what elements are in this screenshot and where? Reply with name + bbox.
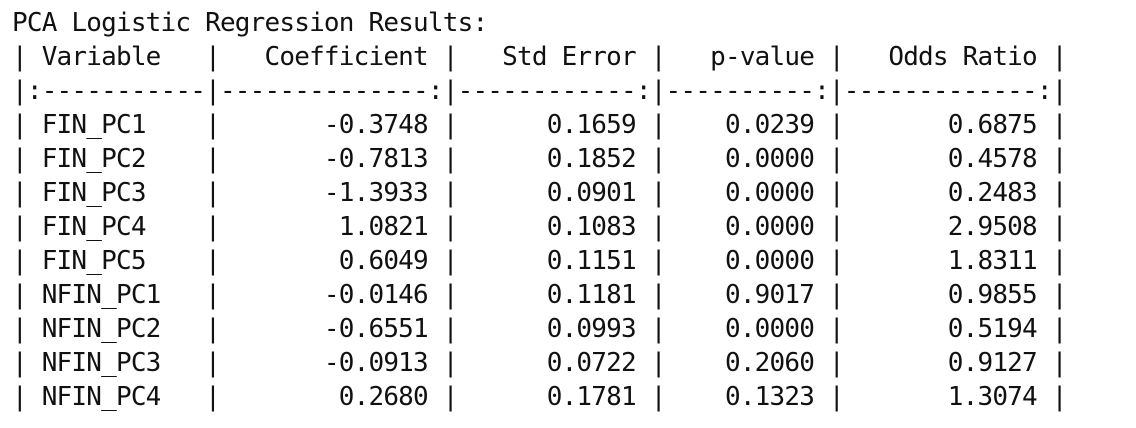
table-row: | NFIN_PC2 | -0.6551 | 0.0993 | 0.0000 |… [12, 314, 1067, 344]
table-row: | FIN_PC1 | -0.3748 | 0.1659 | 0.0239 | … [12, 110, 1067, 140]
table-header-row: | Variable | Coefficient | Std Error | p… [12, 42, 1067, 72]
table-row: | FIN_PC2 | -0.7813 | 0.1852 | 0.0000 | … [12, 144, 1067, 174]
table-row: | NFIN_PC4 | 0.2680 | 0.1781 | 0.1323 | … [12, 382, 1067, 412]
table-row: | FIN_PC5 | 0.6049 | 0.1151 | 0.0000 | 1… [12, 246, 1067, 276]
terminal-output: PCA Logistic Regression Results: | Variab… [12, 6, 1067, 414]
table-row: | FIN_PC4 | 1.0821 | 0.1083 | 0.0000 | 2… [12, 212, 1067, 242]
table-row: | FIN_PC3 | -1.3933 | 0.0901 | 0.0000 | … [12, 178, 1067, 208]
table-row: | NFIN_PC1 | -0.0146 | 0.1181 | 0.9017 |… [12, 280, 1067, 310]
table-row: | NFIN_PC3 | -0.0913 | 0.0722 | 0.2060 |… [12, 348, 1067, 378]
table-separator-row: |:-----------|--------------:|----------… [12, 76, 1067, 106]
output-title: PCA Logistic Regression Results: [12, 8, 488, 38]
